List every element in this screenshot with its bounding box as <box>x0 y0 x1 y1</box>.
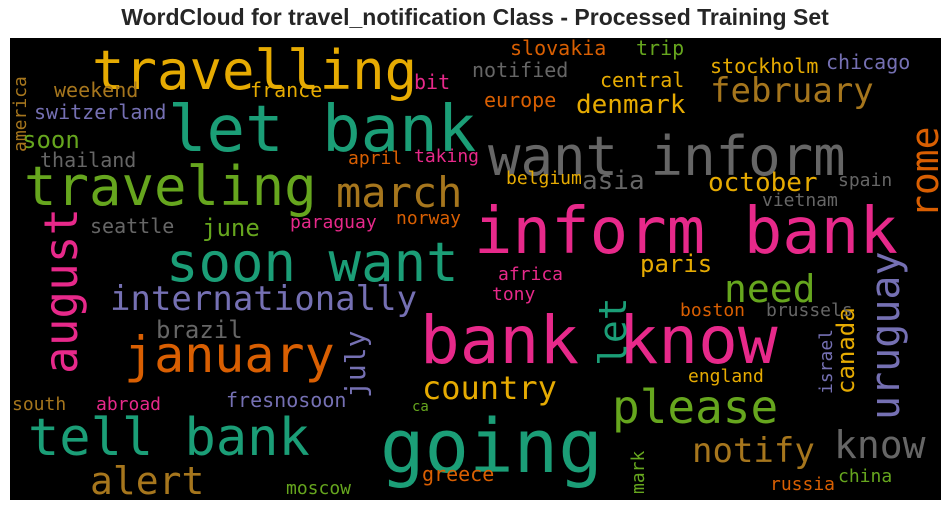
word-israel: israel <box>816 328 837 394</box>
word-internationally: internationally <box>110 279 418 319</box>
word-fresnosoon: fresnosoon <box>226 388 347 412</box>
word-belgium: belgium <box>506 168 582 189</box>
word-soon: soon <box>22 126 80 154</box>
word-august: august <box>34 207 88 374</box>
word-soon-want: soon want <box>166 231 459 294</box>
word-moscow: moscow <box>286 478 352 499</box>
word-france: france <box>250 78 323 102</box>
chart-title: WordCloud for travel_notification Class … <box>121 4 829 30</box>
word-chicago: chicago <box>826 50 911 74</box>
word-inform-bank: inform bank <box>474 195 898 269</box>
word-trip: trip <box>636 38 685 60</box>
word-switzerland: switzerland <box>34 100 167 124</box>
word-brazil: brazil <box>156 316 243 344</box>
word-bank-know: bank know <box>420 302 778 379</box>
word-south: south <box>12 394 67 415</box>
word-notified: notified <box>472 58 569 82</box>
word-february: february <box>710 71 874 111</box>
word-africa: africa <box>498 264 564 285</box>
word-denmark: denmark <box>576 90 686 120</box>
word-paraguay: paraguay <box>290 212 377 233</box>
word-ca: ca <box>412 399 429 415</box>
word-mark: mark <box>628 450 649 494</box>
word-russia: russia <box>770 474 836 495</box>
word-tony: tony <box>492 284 536 305</box>
word-travelling: travelling <box>92 39 418 102</box>
word-taking: taking <box>414 146 480 167</box>
word-let: let <box>591 297 635 366</box>
word-slovakia: slovakia <box>510 38 607 60</box>
word-stockholm: stockholm <box>710 54 819 78</box>
word-china: china <box>838 466 893 487</box>
word-tell-bank: tell bank <box>28 408 310 468</box>
word-norway: norway <box>396 208 462 229</box>
word-paris: paris <box>640 250 713 278</box>
word-please: please <box>612 380 779 434</box>
word-spain: spain <box>838 170 893 191</box>
word-want-inform: want inform <box>488 125 846 188</box>
word-july: july <box>339 330 372 398</box>
word-america: america <box>10 76 31 152</box>
word-october: october <box>708 168 818 198</box>
wordcloud-canvas: travelling let bank want inform traveling ma… <box>10 38 941 500</box>
word-europe: europe <box>484 88 557 112</box>
word-notify: notify <box>692 431 815 471</box>
word-going: going <box>380 404 603 490</box>
word-january: january <box>124 326 335 384</box>
word-know: know <box>834 423 926 467</box>
word-bit: bit <box>414 70 451 94</box>
word-april: april <box>348 148 403 169</box>
word-traveling: traveling <box>24 155 317 218</box>
word-boston: boston <box>680 300 746 321</box>
word-uruguay: uruguay <box>863 251 909 420</box>
word-march: march <box>336 168 463 217</box>
word-vietnam: vietnam <box>762 190 838 211</box>
word-need: need <box>724 267 816 311</box>
word-abroad: abroad <box>96 394 162 415</box>
word-let-bank: let bank <box>168 93 477 167</box>
word-central: central <box>600 68 685 92</box>
word-seattle: seattle <box>90 214 175 238</box>
word-rome: rome <box>903 126 941 218</box>
word-june: june <box>202 214 260 242</box>
word-country: country <box>422 369 557 407</box>
word-weekend: weekend <box>54 78 139 102</box>
word-england: england <box>688 366 764 387</box>
word-thailand: thailand <box>40 148 137 172</box>
word-greece: greece <box>422 462 495 486</box>
word-asia: asia <box>582 166 645 196</box>
word-brussels: brussels <box>766 300 853 321</box>
word-alert: alert <box>90 459 205 500</box>
